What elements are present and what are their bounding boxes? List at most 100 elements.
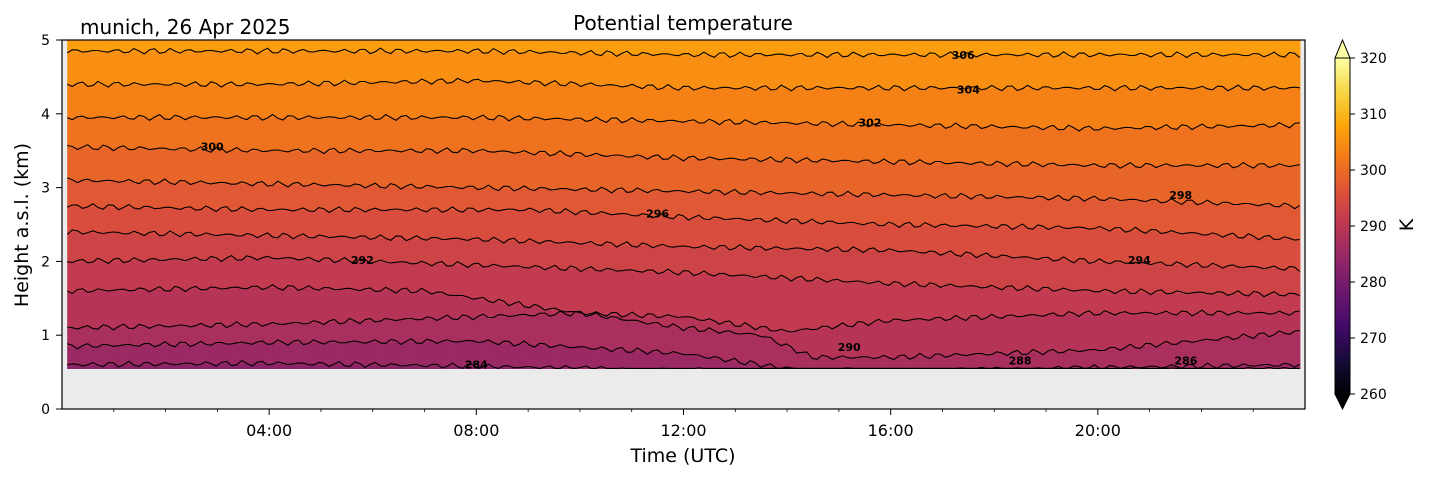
field-cell: [334, 260, 346, 290]
field-cell: [549, 83, 561, 120]
field-cell: [149, 51, 161, 85]
field-cell: [971, 126, 982, 164]
field-cell: [118, 40, 130, 52]
field-cell: [1104, 128, 1116, 167]
field-cell: [139, 344, 150, 365]
field-cell: [1279, 332, 1291, 366]
field-cell: [180, 84, 192, 119]
field-cell: [282, 150, 294, 185]
field-cell: [1125, 291, 1137, 314]
field-cell: [786, 123, 798, 161]
field-cell: [262, 287, 274, 325]
field-cell: [365, 320, 376, 343]
field-cell: [519, 118, 531, 153]
field-cell: [323, 259, 335, 290]
field-cell: [560, 211, 572, 244]
field-cell: [1238, 203, 1250, 237]
field-cell: [447, 264, 459, 296]
field-cell: [580, 268, 592, 314]
field-cell: [426, 186, 438, 211]
field-cell: [662, 40, 674, 56]
field-cell: [1073, 40, 1085, 56]
field-cell: [241, 324, 253, 344]
field-cell: [745, 87, 756, 123]
field-cell: [693, 87, 705, 123]
field-cell: [642, 271, 654, 317]
field-cell: [365, 150, 376, 187]
field-cell: [354, 117, 366, 152]
field-cell: [139, 259, 150, 291]
field-cell: [693, 273, 705, 320]
field-cell: [416, 117, 428, 152]
field-cell: [683, 158, 695, 192]
field-cell: [262, 342, 274, 364]
field-cell: [960, 317, 972, 356]
field-cell: [365, 185, 376, 211]
field-cell: [734, 219, 746, 249]
field-cell: [262, 84, 274, 119]
field-cell: [375, 289, 387, 321]
field-cell: [519, 188, 531, 211]
field-cell: [888, 161, 900, 196]
field-cell: [77, 232, 89, 262]
field-cell: [190, 343, 202, 365]
field-cell: [478, 239, 489, 266]
field-cell: [570, 154, 582, 190]
field-cell: [806, 54, 818, 89]
field-cell: [1063, 314, 1075, 352]
field-cell: [981, 353, 993, 370]
field-cell: [662, 325, 674, 354]
field-cell: [1053, 259, 1065, 291]
field-cell: [775, 343, 787, 369]
field-cell: [1114, 40, 1126, 56]
field-cell: [334, 364, 346, 370]
field-cell: [775, 248, 787, 279]
contour-line-298: [67, 177, 1301, 210]
field-cell: [837, 222, 849, 251]
field-cell: [868, 40, 880, 56]
field-cell: [930, 125, 941, 164]
field-cell: [467, 117, 479, 152]
field-cell: [365, 261, 376, 291]
field-cell: [1176, 201, 1188, 234]
field-cell: [837, 54, 849, 89]
field-cell: [1217, 338, 1229, 367]
field-cell: [334, 209, 346, 238]
field-cell: [406, 209, 418, 239]
field-cell: [909, 224, 921, 253]
field-cell: [272, 40, 284, 52]
contour-line-284: [67, 359, 1300, 370]
field-cell: [149, 344, 161, 365]
field-cell: [827, 54, 839, 89]
field-cell: [180, 182, 192, 209]
field-cell: [1063, 351, 1075, 369]
field-cell: [1145, 345, 1157, 368]
field-cell: [786, 248, 798, 279]
field-cell: [67, 346, 79, 366]
field-cell: [724, 40, 736, 56]
field-cell: [1053, 227, 1065, 260]
field-cell: [621, 350, 633, 370]
field-cell: [436, 263, 448, 295]
field-cell: [128, 260, 140, 291]
field-cell: [323, 83, 335, 119]
field-cell: [673, 87, 685, 122]
field-cell: [169, 325, 181, 345]
field-cell: [971, 40, 982, 56]
field-cell: [467, 297, 479, 318]
field-cell: [714, 274, 726, 323]
field-cell: [87, 117, 99, 149]
field-cell: [940, 355, 952, 370]
field-cell: [1227, 40, 1239, 56]
field-cell: [467, 239, 479, 266]
field-cell: [1227, 54, 1239, 89]
field-cell: [1032, 315, 1044, 353]
field-cell: [1145, 40, 1157, 56]
field-cell: [303, 288, 315, 324]
field-cell: [1269, 205, 1280, 239]
field-cell: [87, 180, 99, 208]
field-cell: [519, 209, 531, 242]
field-cell: [1197, 313, 1208, 342]
field-cell: [549, 40, 561, 54]
field-cell: [806, 87, 818, 125]
